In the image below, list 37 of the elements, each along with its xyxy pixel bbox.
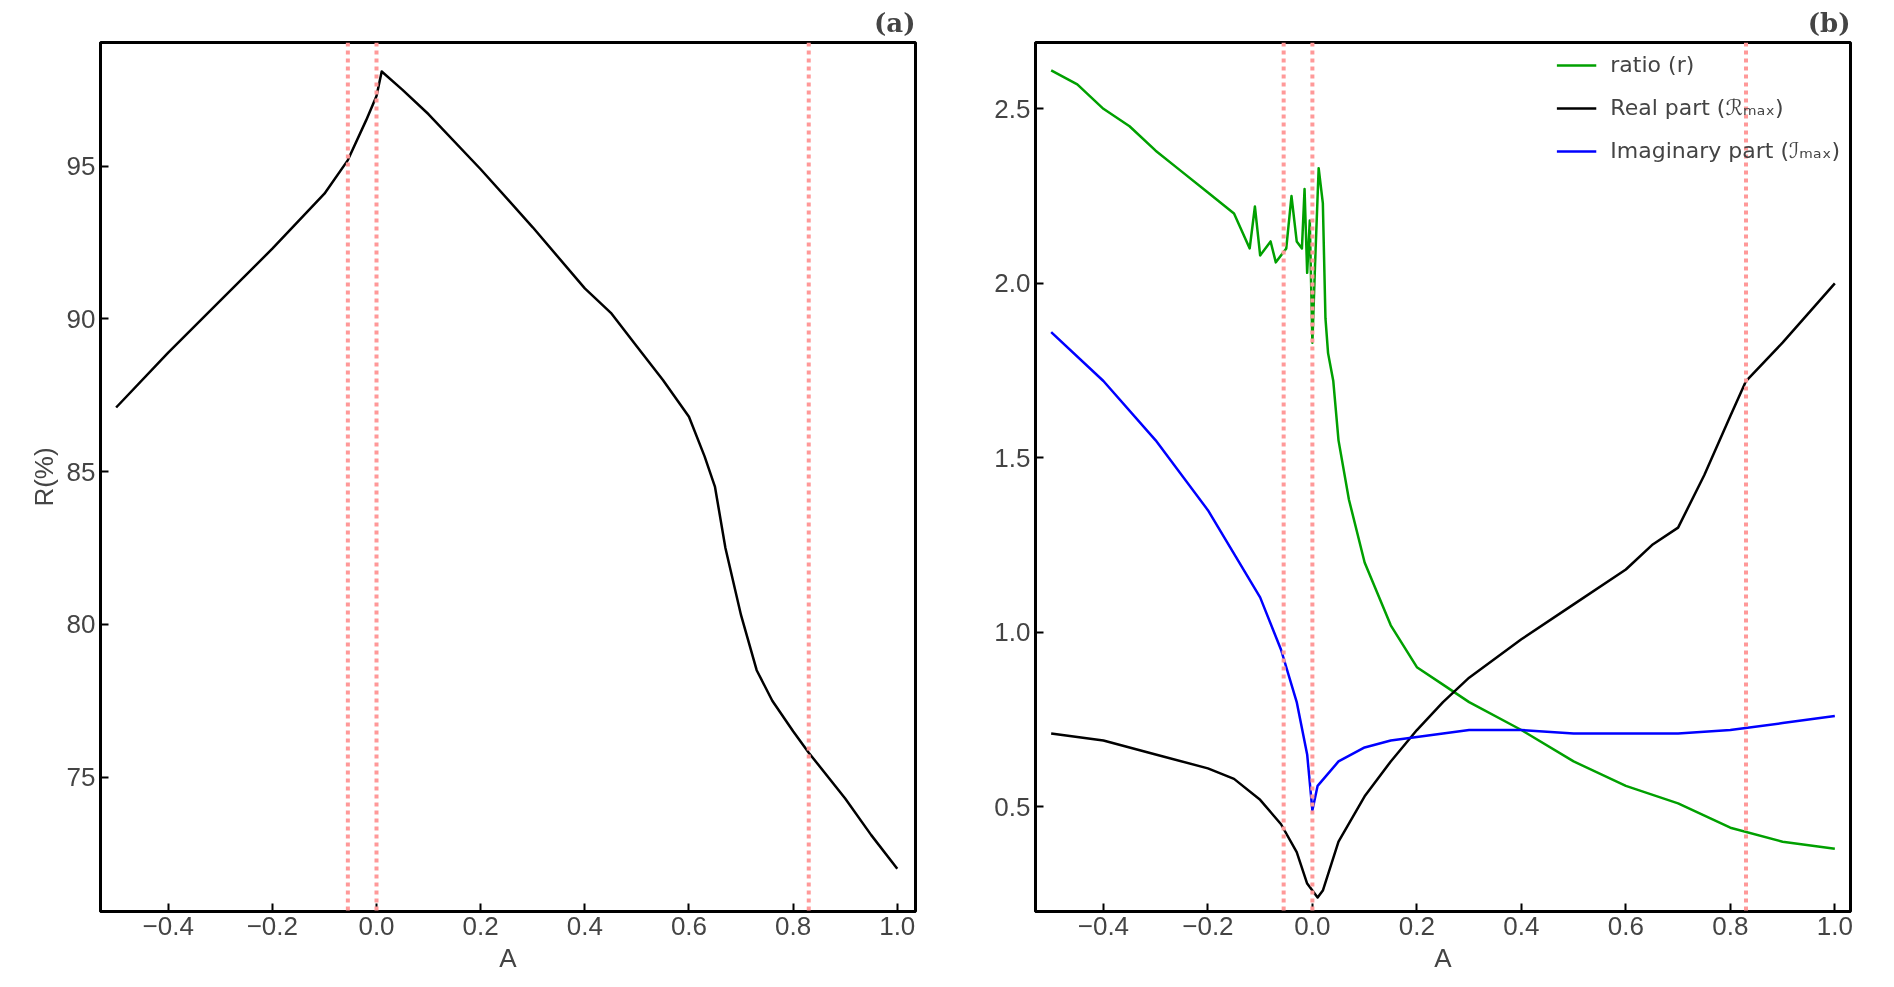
- x-tick-label: 0.8: [775, 910, 812, 941]
- y-tick-label: 2.0: [994, 268, 1031, 299]
- x-tick-label: 0.0: [358, 910, 395, 941]
- chart-title: (a): [874, 7, 916, 38]
- x-tick-label: 1.0: [1816, 910, 1853, 941]
- x-tick-label: 0.8: [1712, 910, 1749, 941]
- y-axis-title: R(%): [28, 447, 59, 507]
- line-series: [1049, 330, 1837, 812]
- line-series: [114, 70, 899, 870]
- legend-label: Real part (ℛₘₐₓ): [1610, 95, 1784, 120]
- y-tick-label: 1.5: [994, 442, 1031, 473]
- chart-title: (b): [1807, 7, 1851, 38]
- line-series: [1049, 282, 1837, 899]
- x-axis-title: A: [1434, 942, 1453, 973]
- y-tick-label: 90: [66, 303, 96, 334]
- x-tick-label: 0.6: [670, 910, 708, 941]
- y-tick-label: 95: [66, 151, 96, 182]
- x-tick-label: 0.4: [566, 910, 603, 941]
- x-tick-label: 1.0: [879, 910, 916, 941]
- legend-label: Imaginary part (ℐₘₐₓ): [1610, 138, 1840, 163]
- y-tick-label: 0.5: [994, 791, 1031, 822]
- y-tick-label: 80: [66, 609, 96, 640]
- legend-label: ratio (r): [1610, 52, 1695, 77]
- y-tick-label: 1.0: [994, 617, 1031, 648]
- x-tick-label: 0.2: [1398, 910, 1435, 941]
- x-tick-label: −0.4: [1077, 910, 1130, 941]
- x-axis-title: A: [499, 942, 518, 973]
- y-tick-label: 85: [66, 456, 96, 487]
- x-tick-label: −0.2: [246, 910, 299, 941]
- x-tick-label: −0.2: [1182, 910, 1234, 941]
- y-tick-label: 75: [66, 762, 96, 793]
- x-tick-label: 0.0: [1294, 910, 1331, 941]
- x-tick-label: 0.6: [1607, 910, 1644, 941]
- y-tick-label: 2.5: [994, 93, 1031, 124]
- x-tick-label: −0.4: [142, 910, 194, 941]
- x-tick-label: 0.2: [462, 910, 499, 941]
- x-tick-label: 0.4: [1503, 910, 1540, 941]
